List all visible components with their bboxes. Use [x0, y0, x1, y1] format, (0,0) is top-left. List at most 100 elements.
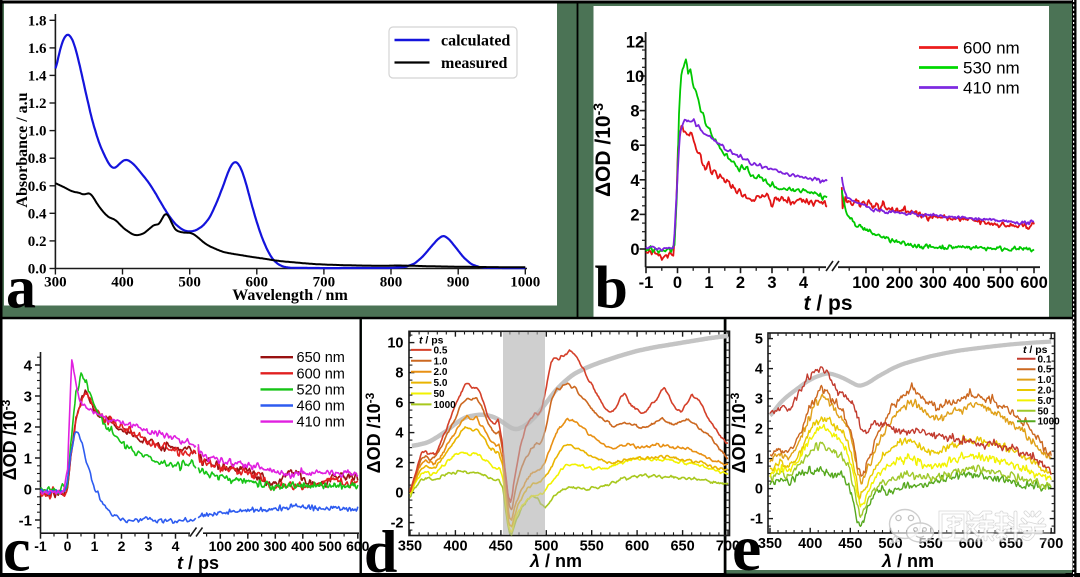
svg-text:2.0: 2.0 — [1038, 386, 1052, 397]
svg-text:0.5: 0.5 — [1038, 365, 1052, 376]
svg-text:0: 0 — [673, 274, 682, 292]
svg-text:-2: -2 — [391, 516, 404, 532]
svg-text:4: 4 — [799, 274, 809, 292]
svg-text:0.6: 0.6 — [28, 179, 47, 195]
svg-text:3: 3 — [755, 392, 763, 408]
svg-text:450: 450 — [489, 539, 513, 555]
svg-text:200: 200 — [236, 538, 260, 554]
svg-text:1: 1 — [704, 274, 713, 292]
svg-text:a: a — [6, 255, 36, 321]
svg-text:100: 100 — [852, 274, 880, 292]
svg-text:3: 3 — [24, 389, 32, 406]
svg-text:500: 500 — [987, 274, 1015, 292]
svg-text:1.6: 1.6 — [28, 41, 47, 57]
svg-text:2: 2 — [630, 206, 639, 224]
svg-text:600 nm: 600 nm — [963, 39, 1020, 58]
svg-text:e: e — [732, 512, 761, 577]
svg-text:400: 400 — [111, 275, 134, 291]
svg-text:600: 600 — [625, 539, 649, 555]
svg-text:4: 4 — [395, 426, 403, 442]
svg-text:-1: -1 — [34, 538, 47, 554]
svg-text:5.0: 5.0 — [434, 378, 448, 389]
svg-text:1.0: 1.0 — [1038, 375, 1052, 386]
svg-text:700: 700 — [313, 275, 336, 291]
svg-text:2: 2 — [395, 456, 403, 472]
svg-text:600: 600 — [346, 538, 370, 554]
svg-text:12: 12 — [626, 33, 644, 51]
svg-text:350: 350 — [398, 539, 422, 555]
svg-text:400: 400 — [953, 274, 981, 292]
svg-text:Wavelength / nm: Wavelength / nm — [232, 287, 348, 304]
svg-text:λ / nm: λ / nm — [529, 551, 582, 571]
svg-text:0: 0 — [755, 482, 763, 498]
svg-text:λ / nm: λ / nm — [881, 551, 934, 571]
svg-text:2: 2 — [24, 420, 32, 437]
svg-text:400: 400 — [443, 539, 467, 555]
svg-text:0: 0 — [24, 482, 32, 499]
svg-text:450: 450 — [838, 536, 862, 552]
svg-text:500: 500 — [319, 538, 343, 554]
svg-text:410 nm: 410 nm — [963, 79, 1020, 98]
svg-text:ΔOD /10-3: ΔOD /10-3 — [590, 103, 615, 197]
svg-text:100: 100 — [209, 538, 233, 554]
svg-text:measured: measured — [441, 55, 507, 72]
svg-text:t / ps: t / ps — [177, 553, 219, 573]
svg-text:4: 4 — [630, 172, 640, 190]
svg-text:8: 8 — [395, 366, 403, 382]
svg-text:400: 400 — [291, 538, 315, 554]
svg-text:calculated: calculated — [441, 32, 510, 49]
svg-text:t / ps: t / ps — [419, 335, 444, 347]
svg-text:50: 50 — [1038, 406, 1050, 417]
svg-text:3: 3 — [145, 538, 153, 554]
svg-text:0: 0 — [630, 241, 639, 259]
svg-text:300: 300 — [919, 274, 947, 292]
svg-text:ΔOD /10-3: ΔOD /10-3 — [363, 392, 384, 473]
svg-text:650 nm: 650 nm — [297, 350, 345, 366]
svg-text:550: 550 — [580, 539, 604, 555]
svg-text:1: 1 — [91, 538, 99, 554]
svg-text:2.0: 2.0 — [434, 367, 448, 378]
svg-text:0.5: 0.5 — [434, 345, 448, 356]
svg-text:0: 0 — [64, 538, 72, 554]
svg-text:50: 50 — [434, 389, 446, 400]
svg-text:400: 400 — [798, 536, 822, 552]
svg-text:6: 6 — [630, 137, 639, 155]
svg-text:700: 700 — [1039, 536, 1063, 552]
svg-text:650: 650 — [670, 539, 694, 555]
svg-text:-1: -1 — [19, 513, 32, 530]
svg-text:1.2: 1.2 — [28, 96, 47, 112]
svg-text:530 nm: 530 nm — [963, 59, 1020, 78]
svg-text:10: 10 — [626, 68, 644, 86]
svg-text:Absorbance / a.u: Absorbance / a.u — [14, 92, 31, 207]
svg-text:2: 2 — [736, 274, 745, 292]
svg-text:b: b — [595, 255, 628, 321]
svg-text:0.4: 0.4 — [28, 206, 47, 222]
svg-text:1.0: 1.0 — [434, 356, 448, 367]
svg-text:0.2: 0.2 — [28, 234, 47, 250]
svg-text:10: 10 — [387, 336, 403, 352]
svg-text:200: 200 — [886, 274, 914, 292]
svg-text:8: 8 — [630, 103, 639, 121]
svg-text:0.1: 0.1 — [1038, 354, 1052, 365]
svg-text:5: 5 — [755, 332, 763, 348]
svg-text:1.4: 1.4 — [28, 68, 47, 84]
svg-text:ΔOD /10-3: ΔOD /10-3 — [728, 392, 749, 473]
svg-text:350: 350 — [758, 536, 782, 552]
svg-text:1000: 1000 — [434, 400, 457, 411]
svg-text:600 nm: 600 nm — [297, 366, 345, 382]
svg-text:-1: -1 — [750, 512, 763, 528]
svg-text:t / ps: t / ps — [1023, 344, 1048, 356]
svg-text:t / ps: t / ps — [803, 292, 852, 315]
svg-text:500: 500 — [534, 539, 558, 555]
svg-text:410 nm: 410 nm — [297, 415, 345, 431]
svg-text:0.0: 0.0 — [28, 262, 47, 278]
svg-text:800: 800 — [380, 275, 403, 291]
svg-text:520 nm: 520 nm — [297, 382, 345, 398]
svg-text:6: 6 — [395, 396, 403, 412]
svg-text:2: 2 — [755, 422, 763, 438]
svg-text:-1: -1 — [639, 274, 654, 292]
svg-text:c: c — [3, 517, 31, 577]
svg-text:460 nm: 460 nm — [297, 399, 345, 415]
svg-text:900: 900 — [447, 275, 470, 291]
svg-text:d: d — [364, 519, 397, 577]
